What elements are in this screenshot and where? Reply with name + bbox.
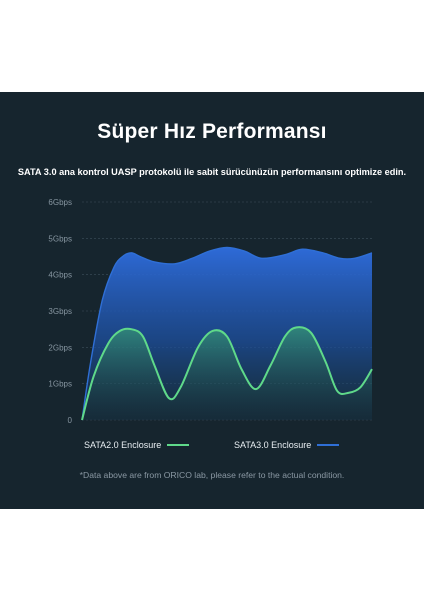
chart-panel: Süper Hız Performansı SATA 3.0 ana kontr… xyxy=(0,92,424,509)
series-layer xyxy=(81,246,373,421)
series-line-sata3 xyxy=(81,246,373,421)
y-tick-label: 4Gbps xyxy=(48,271,72,280)
y-tick-label: 5Gbps xyxy=(48,234,72,243)
footnote: *Data above are from ORICO lab, please r… xyxy=(79,470,345,480)
legend-item-sata2: SATA2.0 Enclosure xyxy=(84,438,190,452)
page-title: Süper Hız Performansı xyxy=(97,120,327,143)
speed-chart: 0 1Gbps 2Gbps 3Gbps 4Gbps 5Gbps 6Gbps xyxy=(48,198,373,425)
legend-label-sata2: SATA2.0 Enclosure xyxy=(84,440,162,450)
y-tick-label: 2Gbps xyxy=(48,343,72,352)
series-line-sata2 xyxy=(81,326,373,421)
y-tick-label: 3Gbps xyxy=(48,307,72,316)
y-tick-label: 6Gbps xyxy=(48,198,72,207)
legend-label-sata3: SATA3.0 Enclosure xyxy=(234,440,312,450)
y-tick-label: 0 xyxy=(68,416,73,425)
y-axis: 0 1Gbps 2Gbps 3Gbps 4Gbps 5Gbps 6Gbps xyxy=(48,198,72,425)
series-area-sata2 xyxy=(82,327,372,420)
legend-item-sata3: SATA3.0 Enclosure xyxy=(234,438,340,452)
legend-swatch-sata2 xyxy=(167,444,190,446)
y-tick-label: 1Gbps xyxy=(48,380,72,389)
page-subtitle: SATA 3.0 ana kontrol UASP protokolü ile … xyxy=(17,167,407,177)
legend-swatch-sata3 xyxy=(317,444,340,446)
